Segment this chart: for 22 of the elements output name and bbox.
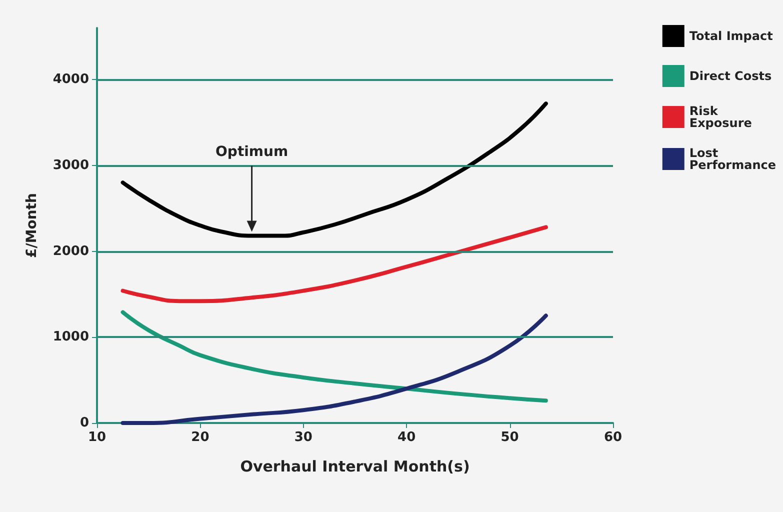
legend-label: Lost Performance: [689, 146, 776, 172]
line-series: [120, 310, 548, 403]
y-axis-title: £/Month: [24, 192, 40, 258]
x-tick-label: 20: [191, 430, 210, 445]
y-tick-label: 0: [80, 416, 89, 430]
x-tick-label: 50: [500, 430, 519, 445]
y-tick-label: 2000: [52, 244, 89, 259]
x-tick-label: 10: [88, 430, 106, 445]
x-tick-label: 40: [398, 430, 416, 445]
legend-label: Direct Costs: [689, 69, 772, 83]
line-series: [120, 314, 548, 425]
x-axis-title: Overhaul Interval Month(s): [240, 458, 470, 476]
x-tick-label: 30: [294, 430, 312, 445]
x-tick-label: 60: [604, 430, 622, 445]
line-series: [120, 225, 548, 304]
annotation: Optimum: [216, 144, 288, 160]
line-series: [120, 102, 548, 238]
legend-label: Total Impact: [689, 29, 774, 43]
legend-label: Risk Exposure: [689, 104, 752, 130]
y-tick-label: 4000: [52, 72, 89, 88]
y-tick-label: 1000: [52, 330, 89, 345]
y-tick-label: 3000: [52, 158, 89, 173]
